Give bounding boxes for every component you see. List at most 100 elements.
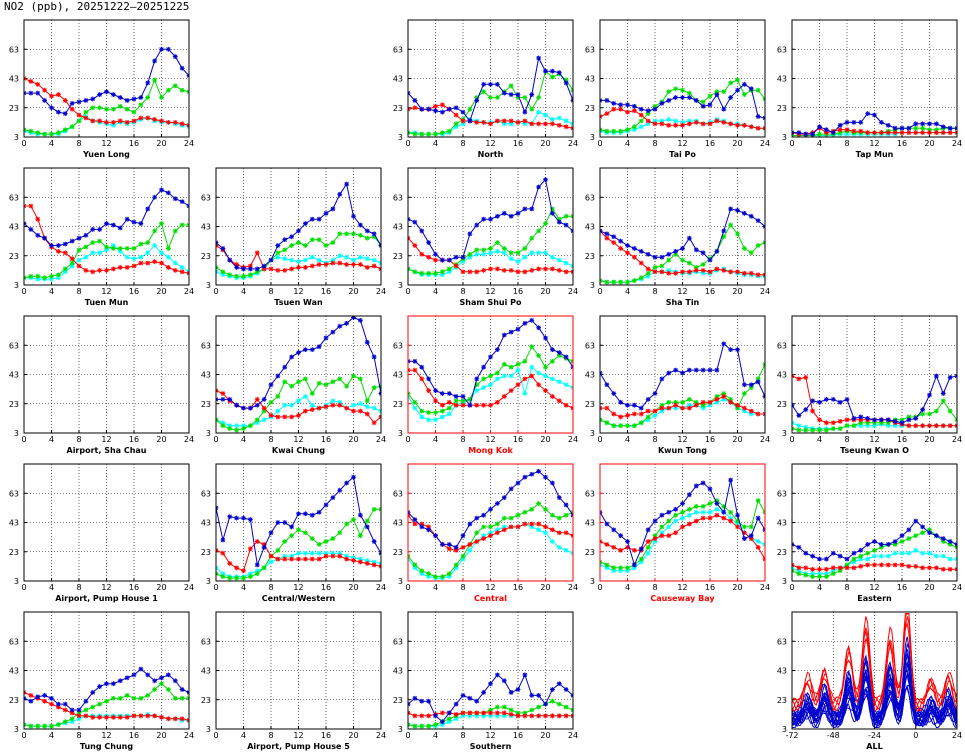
red-point xyxy=(652,536,658,541)
x-tick-label: 4 xyxy=(433,139,438,148)
blue-point xyxy=(467,521,473,527)
cyan-point xyxy=(357,254,363,260)
green-point xyxy=(680,257,685,263)
y-tick-label: 63 xyxy=(585,489,595,498)
red-point xyxy=(488,266,493,272)
red-point xyxy=(220,391,226,396)
green-point xyxy=(159,221,164,226)
green-point xyxy=(488,524,493,530)
red-point xyxy=(131,118,137,124)
x-tick-label: 12 xyxy=(677,435,687,444)
red-point xyxy=(618,246,624,251)
panel-title: Central/Western xyxy=(262,594,336,603)
blue-point xyxy=(741,382,747,388)
blue-point xyxy=(433,533,438,539)
green-point xyxy=(446,128,452,134)
cyan-point xyxy=(124,254,130,260)
x-tick-label: 16 xyxy=(321,435,331,444)
y-tick-label: 3 xyxy=(206,429,211,438)
green-point xyxy=(24,722,27,728)
red-point xyxy=(460,269,466,275)
red-point xyxy=(145,260,151,266)
red-point xyxy=(501,267,507,273)
panel-title: Tsuen Wan xyxy=(274,298,323,307)
blue-point xyxy=(872,539,877,544)
x-tick-label: 12 xyxy=(293,287,303,296)
green-point xyxy=(357,232,363,238)
blue-point xyxy=(275,520,281,525)
x-tick-label: 20 xyxy=(348,287,358,296)
green-point xyxy=(186,695,189,701)
blue-point xyxy=(693,483,699,489)
blue-point xyxy=(446,542,452,547)
green-point xyxy=(638,556,644,562)
blue-point xyxy=(735,208,740,213)
green-point xyxy=(851,423,857,429)
cyan-point xyxy=(275,408,281,414)
green-point xyxy=(792,426,795,432)
red-point xyxy=(631,547,637,553)
green-point xyxy=(638,420,644,426)
y-tick-label: 3 xyxy=(14,133,19,142)
panel-frame xyxy=(407,611,574,730)
blue-point xyxy=(604,98,610,103)
x-tick-label: 0 xyxy=(213,583,218,592)
green-point xyxy=(439,408,445,414)
red-point xyxy=(76,112,82,118)
blue-point xyxy=(604,231,610,237)
green-point xyxy=(494,704,500,710)
red-point xyxy=(543,524,548,530)
blue-point xyxy=(104,681,109,687)
red-point xyxy=(536,713,542,719)
red-point xyxy=(604,111,610,116)
red-point xyxy=(645,266,651,272)
series-group xyxy=(792,373,957,433)
blue-point xyxy=(792,130,795,136)
red-point xyxy=(947,566,953,572)
red-point xyxy=(268,266,274,272)
red-point xyxy=(735,402,740,408)
blue-point xyxy=(803,131,809,137)
red-point xyxy=(351,408,356,414)
x-tick-label: 12 xyxy=(485,731,495,740)
red-point xyxy=(216,388,219,393)
blue-point xyxy=(933,373,939,379)
green-point xyxy=(426,270,432,276)
green-point xyxy=(522,358,528,364)
blue-point xyxy=(618,399,624,405)
cyan-point xyxy=(885,553,891,559)
blue-point xyxy=(611,391,617,396)
blue-point xyxy=(69,100,75,106)
red-point xyxy=(467,710,473,716)
blue-point xyxy=(117,225,123,231)
panel-frame xyxy=(215,167,382,286)
series-group xyxy=(408,55,573,137)
cyan-point xyxy=(159,250,164,256)
blue-point xyxy=(254,562,260,568)
x-tick-label: 20 xyxy=(540,139,550,148)
x-tick-label: 12 xyxy=(293,435,303,444)
red-point xyxy=(474,119,480,125)
red-series xyxy=(216,539,381,574)
blue-point xyxy=(408,509,411,515)
blue-point xyxy=(796,413,802,418)
x-tick-label: 4 xyxy=(433,583,438,592)
blue-point xyxy=(42,692,48,698)
blue-point xyxy=(247,266,253,272)
y-tick-label: 23 xyxy=(9,252,19,261)
x-tick-label: 8 xyxy=(76,435,81,444)
red-point xyxy=(433,103,438,109)
red-point xyxy=(659,533,665,539)
cyan-point xyxy=(481,251,487,257)
red-point xyxy=(357,559,363,565)
red-point xyxy=(97,118,103,124)
green-point xyxy=(913,125,919,131)
blue-point xyxy=(474,515,480,521)
red-point xyxy=(337,402,343,408)
red-point xyxy=(549,713,555,719)
blue-point xyxy=(728,477,734,483)
cyan-point xyxy=(700,509,706,515)
